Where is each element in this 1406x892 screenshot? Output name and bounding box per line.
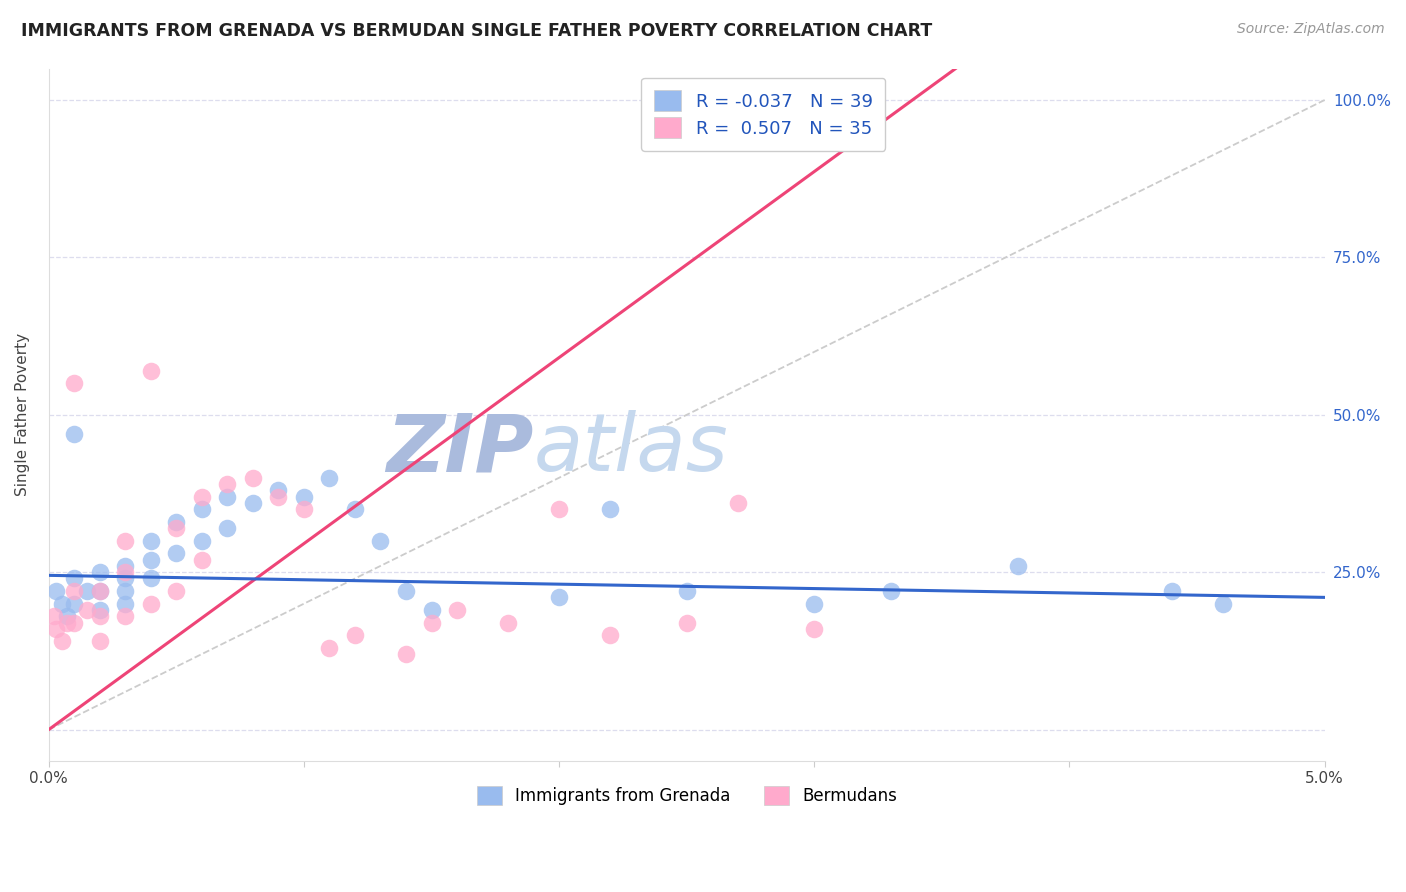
Point <box>55 615 77 630</box>
Point <box>370 533 392 548</box>
Point <box>242 496 264 510</box>
Point <box>191 552 214 566</box>
Point <box>45 622 67 636</box>
Point <box>165 521 187 535</box>
Point <box>803 622 825 636</box>
Point <box>1160 584 1182 599</box>
Point <box>76 603 98 617</box>
Point <box>114 558 136 573</box>
Point <box>267 490 290 504</box>
Point <box>880 584 903 599</box>
Point <box>292 490 315 504</box>
Point <box>318 640 340 655</box>
Point <box>89 634 111 648</box>
Point <box>1007 558 1029 573</box>
Point <box>217 521 239 535</box>
Point <box>63 376 86 391</box>
Point <box>114 572 136 586</box>
Point <box>45 584 67 599</box>
Point <box>139 552 162 566</box>
Point <box>89 565 111 579</box>
Point <box>727 496 749 510</box>
Point <box>420 603 443 617</box>
Point <box>675 615 697 630</box>
Point <box>139 572 162 586</box>
Point <box>191 533 214 548</box>
Point <box>63 426 86 441</box>
Point <box>318 471 340 485</box>
Point <box>420 615 443 630</box>
Point <box>139 597 162 611</box>
Text: IMMIGRANTS FROM GRENADA VS BERMUDAN SINGLE FATHER POVERTY CORRELATION CHART: IMMIGRANTS FROM GRENADA VS BERMUDAN SING… <box>21 22 932 40</box>
Point <box>165 584 187 599</box>
Y-axis label: Single Father Poverty: Single Father Poverty <box>15 334 30 496</box>
Point <box>89 609 111 624</box>
Point <box>191 490 214 504</box>
Point <box>89 584 111 599</box>
Point <box>675 584 697 599</box>
Text: atlas: atlas <box>534 410 728 489</box>
Point <box>114 565 136 579</box>
Point <box>242 471 264 485</box>
Point <box>803 597 825 611</box>
Point <box>1212 597 1234 611</box>
Point <box>548 591 571 605</box>
Point <box>599 628 621 642</box>
Point <box>63 584 86 599</box>
Point <box>51 597 73 611</box>
Point <box>395 647 418 661</box>
Point <box>446 603 468 617</box>
Point <box>548 502 571 516</box>
Point <box>114 597 136 611</box>
Point <box>89 584 111 599</box>
Point <box>114 609 136 624</box>
Point <box>217 477 239 491</box>
Legend: Immigrants from Grenada, Bermudans: Immigrants from Grenada, Bermudans <box>467 776 907 815</box>
Point <box>292 502 315 516</box>
Point <box>217 490 239 504</box>
Point <box>63 597 86 611</box>
Point <box>76 584 98 599</box>
Point <box>599 502 621 516</box>
Point <box>343 502 366 516</box>
Point <box>496 615 519 630</box>
Point <box>191 502 214 516</box>
Point <box>114 533 136 548</box>
Point <box>165 515 187 529</box>
Point <box>55 609 77 624</box>
Point <box>51 634 73 648</box>
Point <box>165 546 187 560</box>
Point <box>139 364 162 378</box>
Point <box>114 584 136 599</box>
Point <box>343 628 366 642</box>
Point <box>42 609 65 624</box>
Point <box>267 483 290 498</box>
Point <box>89 603 111 617</box>
Point <box>63 615 86 630</box>
Point <box>139 533 162 548</box>
Text: Source: ZipAtlas.com: Source: ZipAtlas.com <box>1237 22 1385 37</box>
Point <box>63 572 86 586</box>
Point <box>395 584 418 599</box>
Text: ZIP: ZIP <box>387 410 534 489</box>
